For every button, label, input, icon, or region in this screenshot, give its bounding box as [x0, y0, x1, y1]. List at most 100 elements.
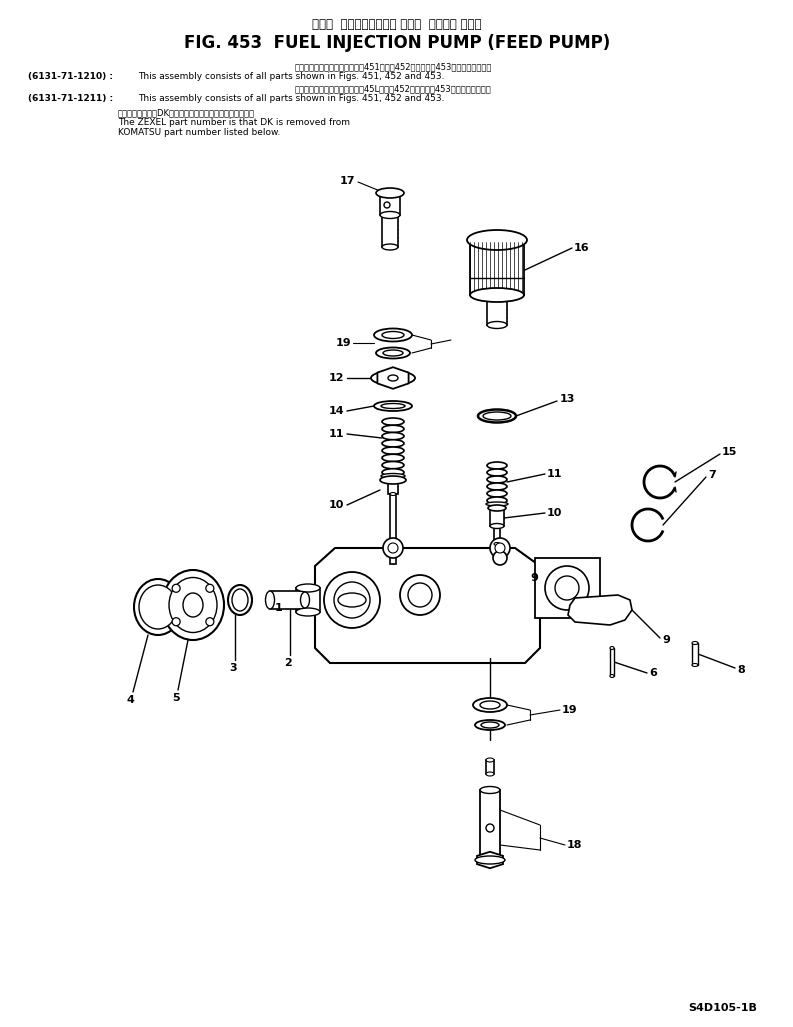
Ellipse shape [382, 447, 404, 454]
Ellipse shape [480, 787, 500, 794]
Ellipse shape [296, 608, 320, 616]
Ellipse shape [470, 288, 524, 302]
Text: 9: 9 [662, 635, 670, 645]
Circle shape [334, 582, 370, 618]
Ellipse shape [232, 589, 248, 611]
Text: 10: 10 [547, 508, 562, 518]
Text: 3: 3 [229, 663, 237, 673]
Bar [296, 588, 320, 612]
Ellipse shape [371, 371, 415, 385]
Ellipse shape [487, 490, 507, 497]
Bar [380, 193, 400, 215]
Bar [494, 526, 500, 544]
Text: 11: 11 [328, 429, 344, 439]
Ellipse shape [480, 701, 500, 709]
Circle shape [206, 584, 214, 593]
Ellipse shape [486, 502, 508, 506]
Polygon shape [315, 548, 540, 663]
Polygon shape [477, 851, 503, 868]
Polygon shape [568, 595, 632, 625]
Text: (6131-71-1211) :: (6131-71-1211) : [28, 94, 113, 103]
Text: This assembly consists of all parts shown in Figs. 451, 452 and 453.: This assembly consists of all parts show… [138, 94, 445, 103]
Bar [535, 558, 600, 618]
Text: 13: 13 [560, 394, 576, 404]
Text: 9: 9 [530, 573, 538, 583]
Bar [490, 508, 504, 526]
Ellipse shape [381, 404, 405, 409]
Circle shape [384, 202, 390, 208]
Ellipse shape [380, 476, 406, 484]
Text: (6131-71-1210) :: (6131-71-1210) : [28, 72, 113, 81]
Ellipse shape [475, 855, 505, 864]
Ellipse shape [374, 401, 412, 411]
Ellipse shape [376, 188, 404, 198]
Ellipse shape [467, 230, 527, 250]
Ellipse shape [487, 497, 507, 504]
Ellipse shape [390, 493, 396, 495]
Bar [486, 760, 494, 774]
Bar [390, 494, 396, 564]
Ellipse shape [488, 505, 506, 511]
Ellipse shape [382, 332, 404, 339]
Text: 19: 19 [335, 338, 351, 348]
Circle shape [495, 543, 505, 553]
Bar [692, 643, 698, 665]
Ellipse shape [382, 244, 398, 250]
Bar [382, 215, 398, 248]
Text: KOMATSU part number listed below.: KOMATSU part number listed below. [118, 128, 281, 137]
Text: 7: 7 [708, 470, 716, 480]
Text: 17: 17 [339, 176, 355, 186]
Ellipse shape [301, 592, 309, 608]
Circle shape [206, 617, 214, 625]
Ellipse shape [374, 329, 412, 342]
Ellipse shape [487, 321, 507, 329]
Ellipse shape [382, 432, 404, 440]
Ellipse shape [494, 542, 500, 545]
Circle shape [408, 583, 432, 607]
Text: 14: 14 [328, 406, 344, 416]
Ellipse shape [382, 418, 404, 425]
Text: このアセンブリの構成部品は第451図、第452図および第453図を見て下さい。: このアセンブリの構成部品は第451図、第452図および第453図を見て下さい。 [295, 62, 492, 71]
Text: 15: 15 [722, 447, 737, 457]
Ellipse shape [162, 570, 224, 640]
Text: 5: 5 [172, 693, 180, 703]
Circle shape [383, 538, 403, 558]
Ellipse shape [487, 462, 507, 469]
Ellipse shape [610, 647, 614, 649]
Ellipse shape [382, 468, 404, 476]
Text: The ZEXEL part number is that DK is removed from: The ZEXEL part number is that DK is remo… [118, 118, 350, 127]
Circle shape [324, 572, 380, 627]
Circle shape [172, 584, 180, 593]
Text: FIG. 453  FUEL INJECTION PUMP (FEED PUMP): FIG. 453 FUEL INJECTION PUMP (FEED PUMP) [184, 34, 610, 52]
Circle shape [555, 576, 579, 600]
Text: 12: 12 [328, 373, 344, 383]
Bar [610, 648, 614, 676]
Ellipse shape [376, 347, 410, 358]
Ellipse shape [381, 473, 405, 479]
Circle shape [486, 824, 494, 832]
Text: 19: 19 [562, 705, 577, 715]
Circle shape [172, 617, 180, 625]
Bar [487, 295, 507, 325]
Text: 8: 8 [737, 665, 745, 675]
Ellipse shape [266, 591, 274, 609]
Ellipse shape [169, 577, 217, 633]
Text: このアセンブリの構成部品は第45L図、第452図および第453図を見て下さい。: このアセンブリの構成部品は第45L図、第452図および第453図を見て下さい。 [295, 84, 492, 93]
Ellipse shape [382, 440, 404, 447]
Ellipse shape [490, 524, 504, 529]
Ellipse shape [692, 642, 698, 645]
Text: フェル  インジェクション ポンプ  フィード ポンプ: フェル インジェクション ポンプ フィード ポンプ [312, 18, 482, 31]
Text: 10: 10 [328, 500, 344, 510]
Ellipse shape [296, 584, 320, 592]
Ellipse shape [475, 720, 505, 730]
Text: 1: 1 [274, 603, 282, 613]
Bar [480, 790, 500, 860]
Text: 品番のメーカ記号DKを抜いたものがゼクセルの品番です。: 品番のメーカ記号DKを抜いたものがゼクセルの品番です。 [118, 108, 255, 117]
Text: 2: 2 [284, 658, 292, 668]
Ellipse shape [481, 722, 499, 728]
Ellipse shape [183, 593, 203, 617]
Circle shape [490, 538, 510, 558]
Text: 18: 18 [567, 840, 583, 850]
Text: 6: 6 [649, 668, 657, 678]
Ellipse shape [610, 675, 614, 678]
